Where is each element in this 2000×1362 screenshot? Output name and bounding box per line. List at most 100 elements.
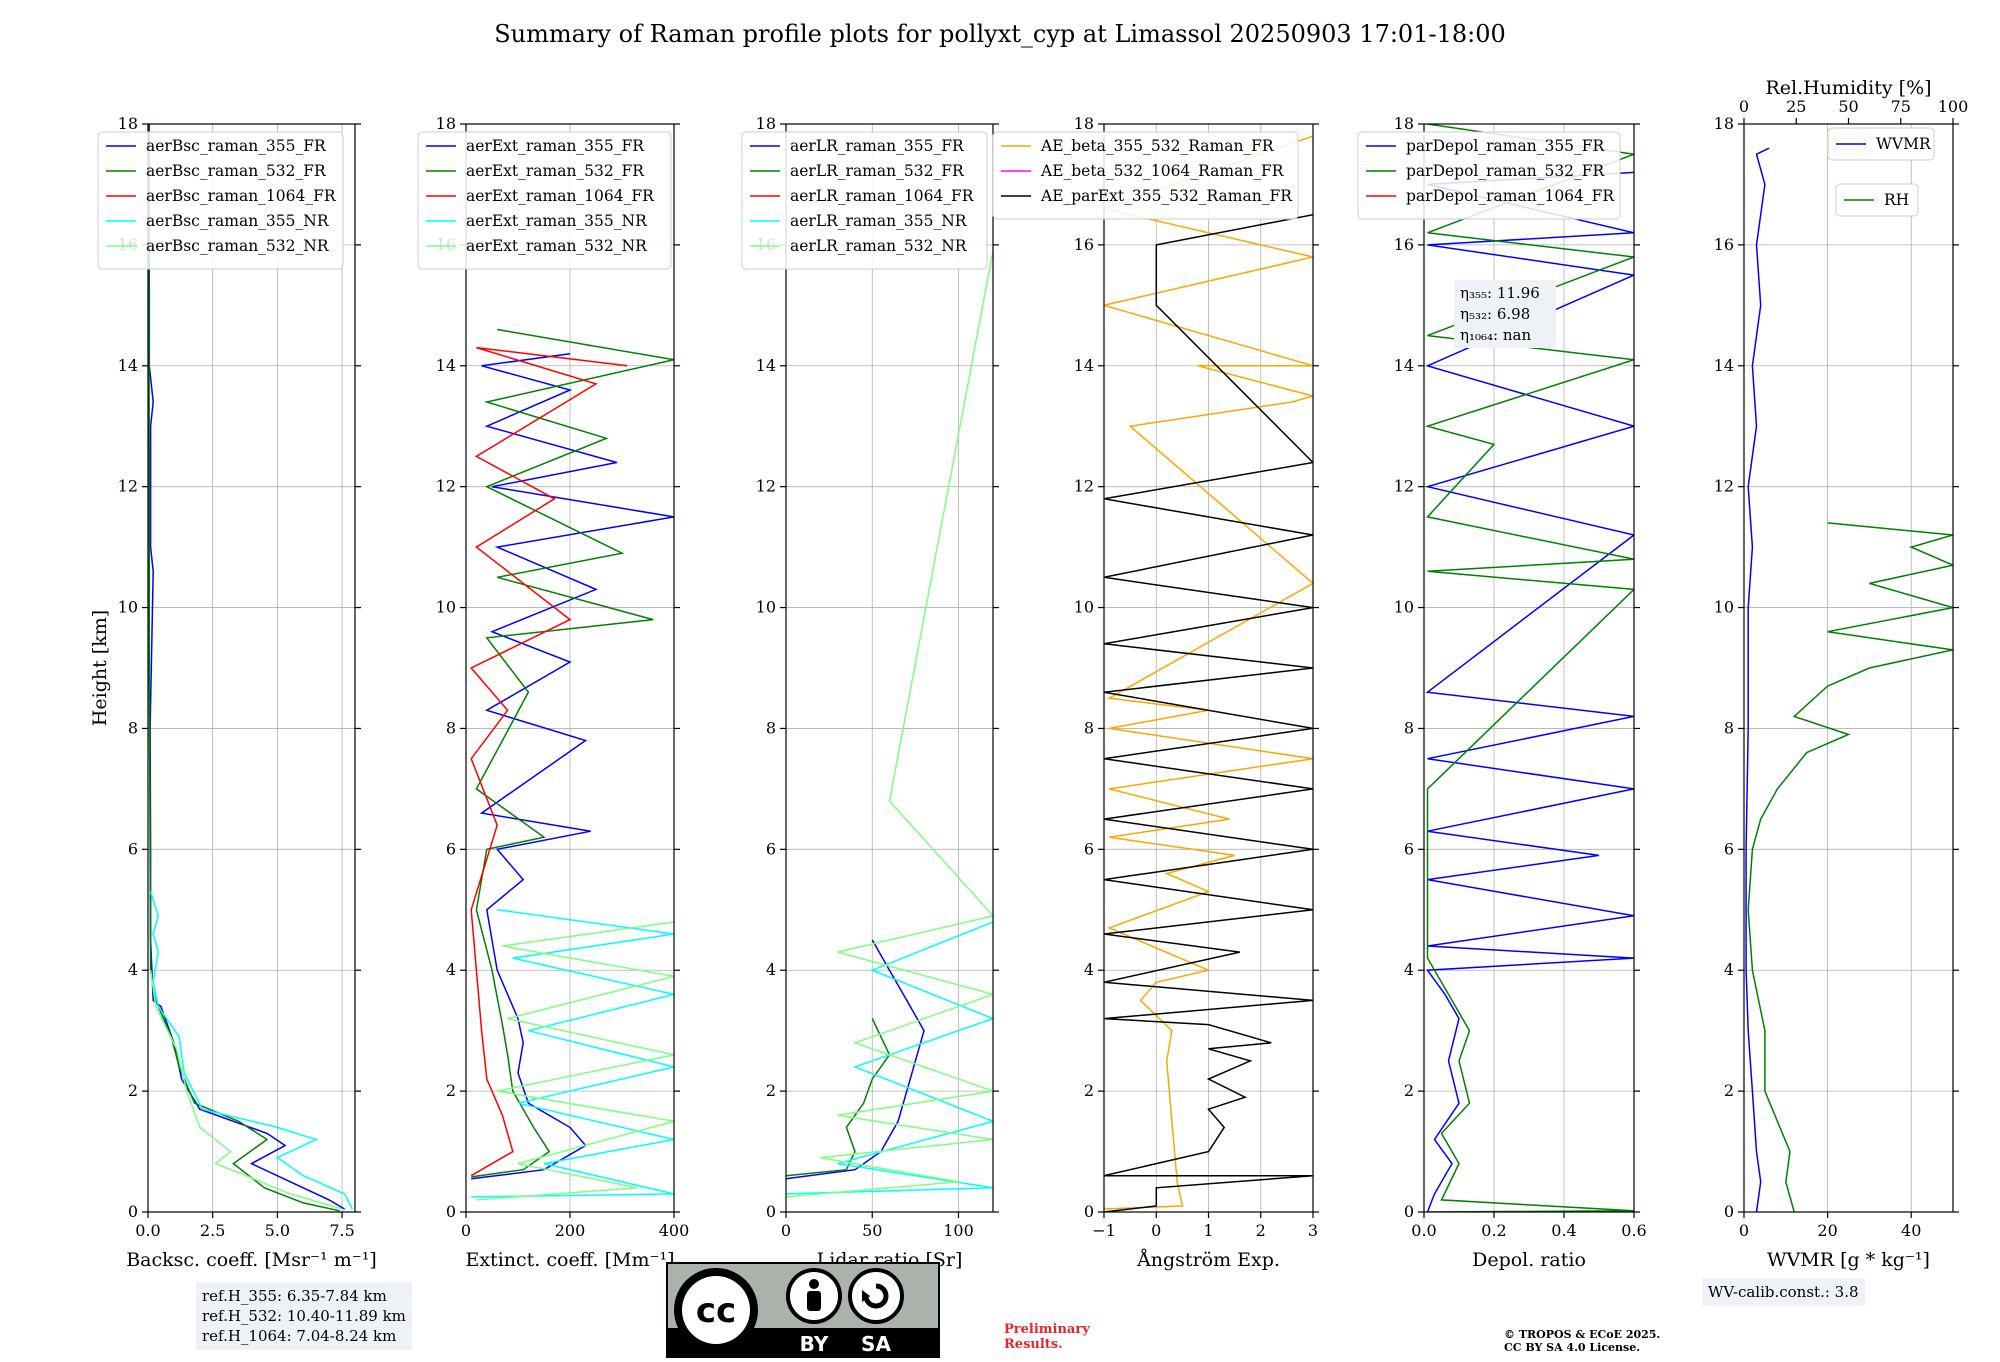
- refheight-532: ref.H_532: 10.40-11.89 km: [202, 1307, 406, 1325]
- y-tick-label: 10: [756, 598, 776, 617]
- y-tick-label: 2: [766, 1081, 776, 1100]
- legend-entry: aerBsc_raman_1064_FR: [146, 187, 337, 205]
- legend-box: [417, 131, 672, 270]
- y-tick-label: 18: [756, 114, 776, 133]
- legend-entry: aerExt_raman_532_FR: [466, 162, 645, 180]
- x-tick-label: 0: [461, 1221, 471, 1240]
- legend-box: [1835, 183, 1919, 217]
- y-tick-label: 14: [1394, 356, 1414, 375]
- y-tick-label: 6: [1724, 839, 1734, 858]
- by-label: BY: [800, 1332, 829, 1356]
- cc-by-sa-badge: cc BY SA: [666, 1262, 940, 1358]
- eta-annotation-line: η₁₀₆₄: nan: [1460, 326, 1531, 344]
- panel-lidar-ratio: 024681012141618050100Lidar ratio [Sr]aer…: [741, 114, 999, 1271]
- sa-share-icon: [848, 1268, 904, 1324]
- x-tick-label: −1: [1092, 1221, 1116, 1240]
- top-x-tick-label: 25: [1786, 97, 1806, 116]
- y-tick-label: 6: [446, 839, 456, 858]
- x-tick-label: 3: [1308, 1221, 1318, 1240]
- legend-entry: aerBsc_raman_355_FR: [146, 137, 327, 155]
- series-aerExt_raman_355_FR: [471, 352, 674, 1180]
- copyright-note: © TROPOS & ECoE 2025. CC BY SA 4.0 Licen…: [1504, 1328, 1660, 1354]
- legend-box: [1827, 127, 1935, 161]
- y-tick-label: 8: [446, 718, 456, 737]
- y-tick-label: 6: [128, 839, 138, 858]
- top-x-tick-label: 75: [1891, 97, 1911, 116]
- copyright-line-2: CC BY SA 4.0 License.: [1504, 1341, 1641, 1354]
- series-aerBsc_raman_532_NR: [149, 970, 343, 1210]
- series-aerLR_raman_355_NR: [786, 921, 993, 1195]
- y-tick-label: 18: [1714, 114, 1734, 133]
- x-tick-label: 40: [1901, 1221, 1921, 1240]
- x-tick-label: 0: [781, 1221, 791, 1240]
- y-tick-label: 16: [1394, 235, 1414, 254]
- x-axis-label: Depol. ratio: [1472, 1249, 1586, 1271]
- legend-entry: AE_beta_532_1064_Raman_FR: [1040, 162, 1285, 180]
- legend-entry: RH: [1884, 191, 1909, 209]
- y-tick-label: 8: [766, 718, 776, 737]
- series-aerBsc_raman_355_FR: [148, 124, 345, 1210]
- y-tick-label: 16: [1074, 235, 1094, 254]
- legend-entry: parDepol_raman_532_FR: [1406, 162, 1606, 180]
- y-tick-label: 0: [1724, 1202, 1734, 1221]
- y-tick-label: 14: [436, 356, 456, 375]
- cc-icon: [682, 1276, 750, 1344]
- series-aerLR_raman_532_NR: [786, 250, 993, 1198]
- y-tick-label: 10: [1394, 598, 1414, 617]
- y-tick-label: 4: [1404, 960, 1414, 979]
- preliminary-line-1: Preliminary: [1004, 1322, 1090, 1337]
- y-tick-label: 14: [1074, 356, 1094, 375]
- legend-entry: aerBsc_raman_355_NR: [146, 212, 330, 230]
- panel-extinction: 0246810121416180200400Extinct. coeff. [M…: [417, 114, 689, 1271]
- y-tick-label: 6: [766, 839, 776, 858]
- legend-entry: parDepol_raman_355_FR: [1406, 137, 1606, 155]
- y-tick-label: 14: [1714, 356, 1734, 375]
- x-tick-label: 200: [555, 1221, 586, 1240]
- series-aerLR_raman_532_FR: [786, 1018, 891, 1177]
- legend-entry: aerExt_raman_355_NR: [466, 212, 648, 230]
- series-aerExt_raman_532_NR: [476, 921, 674, 1201]
- y-tick-label: 4: [1084, 960, 1094, 979]
- x-axis-label: WVMR [g * kg⁻¹]: [1767, 1249, 1930, 1271]
- series-aerExt_raman_355_NR: [471, 909, 674, 1198]
- y-tick-label: 10: [118, 598, 138, 617]
- x-axis-label: Ångström Exp.: [1136, 1249, 1280, 1271]
- y-tick-label: 0: [446, 1202, 456, 1221]
- eta-annotation-box: [1454, 280, 1556, 348]
- x-tick-label: 0.2: [1481, 1221, 1506, 1240]
- wv-calib-box: WV-calib.const.: 3.8: [1702, 1278, 1865, 1306]
- plot-frame: [785, 123, 994, 1213]
- legend-box: [97, 131, 344, 270]
- y-tick-label: 16: [1714, 235, 1734, 254]
- series-aerExt_raman_532_FR: [471, 328, 674, 1178]
- panel-depolarization: 0 2 4 6 8 10 12 14 16 18 0.0 0.2 0.4 0.6 Depol. ratio p…: [1357, 114, 1647, 1271]
- series-AE_parExt_355_532_Raman_FR: [1104, 213, 1313, 1212]
- x-tick-label: 7.5: [329, 1221, 354, 1240]
- y-tick-label: 18: [1074, 114, 1094, 133]
- legend-entry: aerExt_raman_532_NR: [466, 237, 648, 255]
- legend-entry: aerBsc_raman_532_NR: [146, 237, 330, 255]
- y-tick-label: 8: [128, 718, 138, 737]
- legend-entry: parDepol_raman_1064_FR: [1406, 187, 1615, 205]
- eta-annotation-line: η₃₅₅: 11.96: [1460, 284, 1540, 302]
- y-tick-label: 12: [436, 477, 456, 496]
- y-tick-label: 4: [128, 960, 138, 979]
- legend-box: [1357, 131, 1621, 220]
- y-tick-label: 12: [756, 477, 776, 496]
- top-x-tick-label: 0: [1739, 97, 1749, 116]
- refheight-355: ref.H_355: 6.35-7.84 km: [202, 1287, 387, 1305]
- series-RH: [1747, 522, 1953, 1212]
- y-tick-label: 4: [1724, 960, 1734, 979]
- wv-calib-const: WV-calib.const.: 3.8: [1708, 1283, 1859, 1301]
- x-tick-label: 0.6: [1621, 1221, 1646, 1240]
- y-tick-label: 8: [1084, 718, 1094, 737]
- refheight-1064: ref.H_1064: 7.04-8.24 km: [202, 1327, 397, 1345]
- x-axis-label: Extinct. coeff. [Mm⁻¹]: [465, 1249, 674, 1271]
- legend-entry: aerExt_raman_1064_FR: [466, 187, 655, 205]
- series-aerBsc_raman_532_FR: [148, 124, 340, 1212]
- plot-frame: [1423, 123, 1635, 1213]
- y-tick-label: 18: [1394, 114, 1414, 133]
